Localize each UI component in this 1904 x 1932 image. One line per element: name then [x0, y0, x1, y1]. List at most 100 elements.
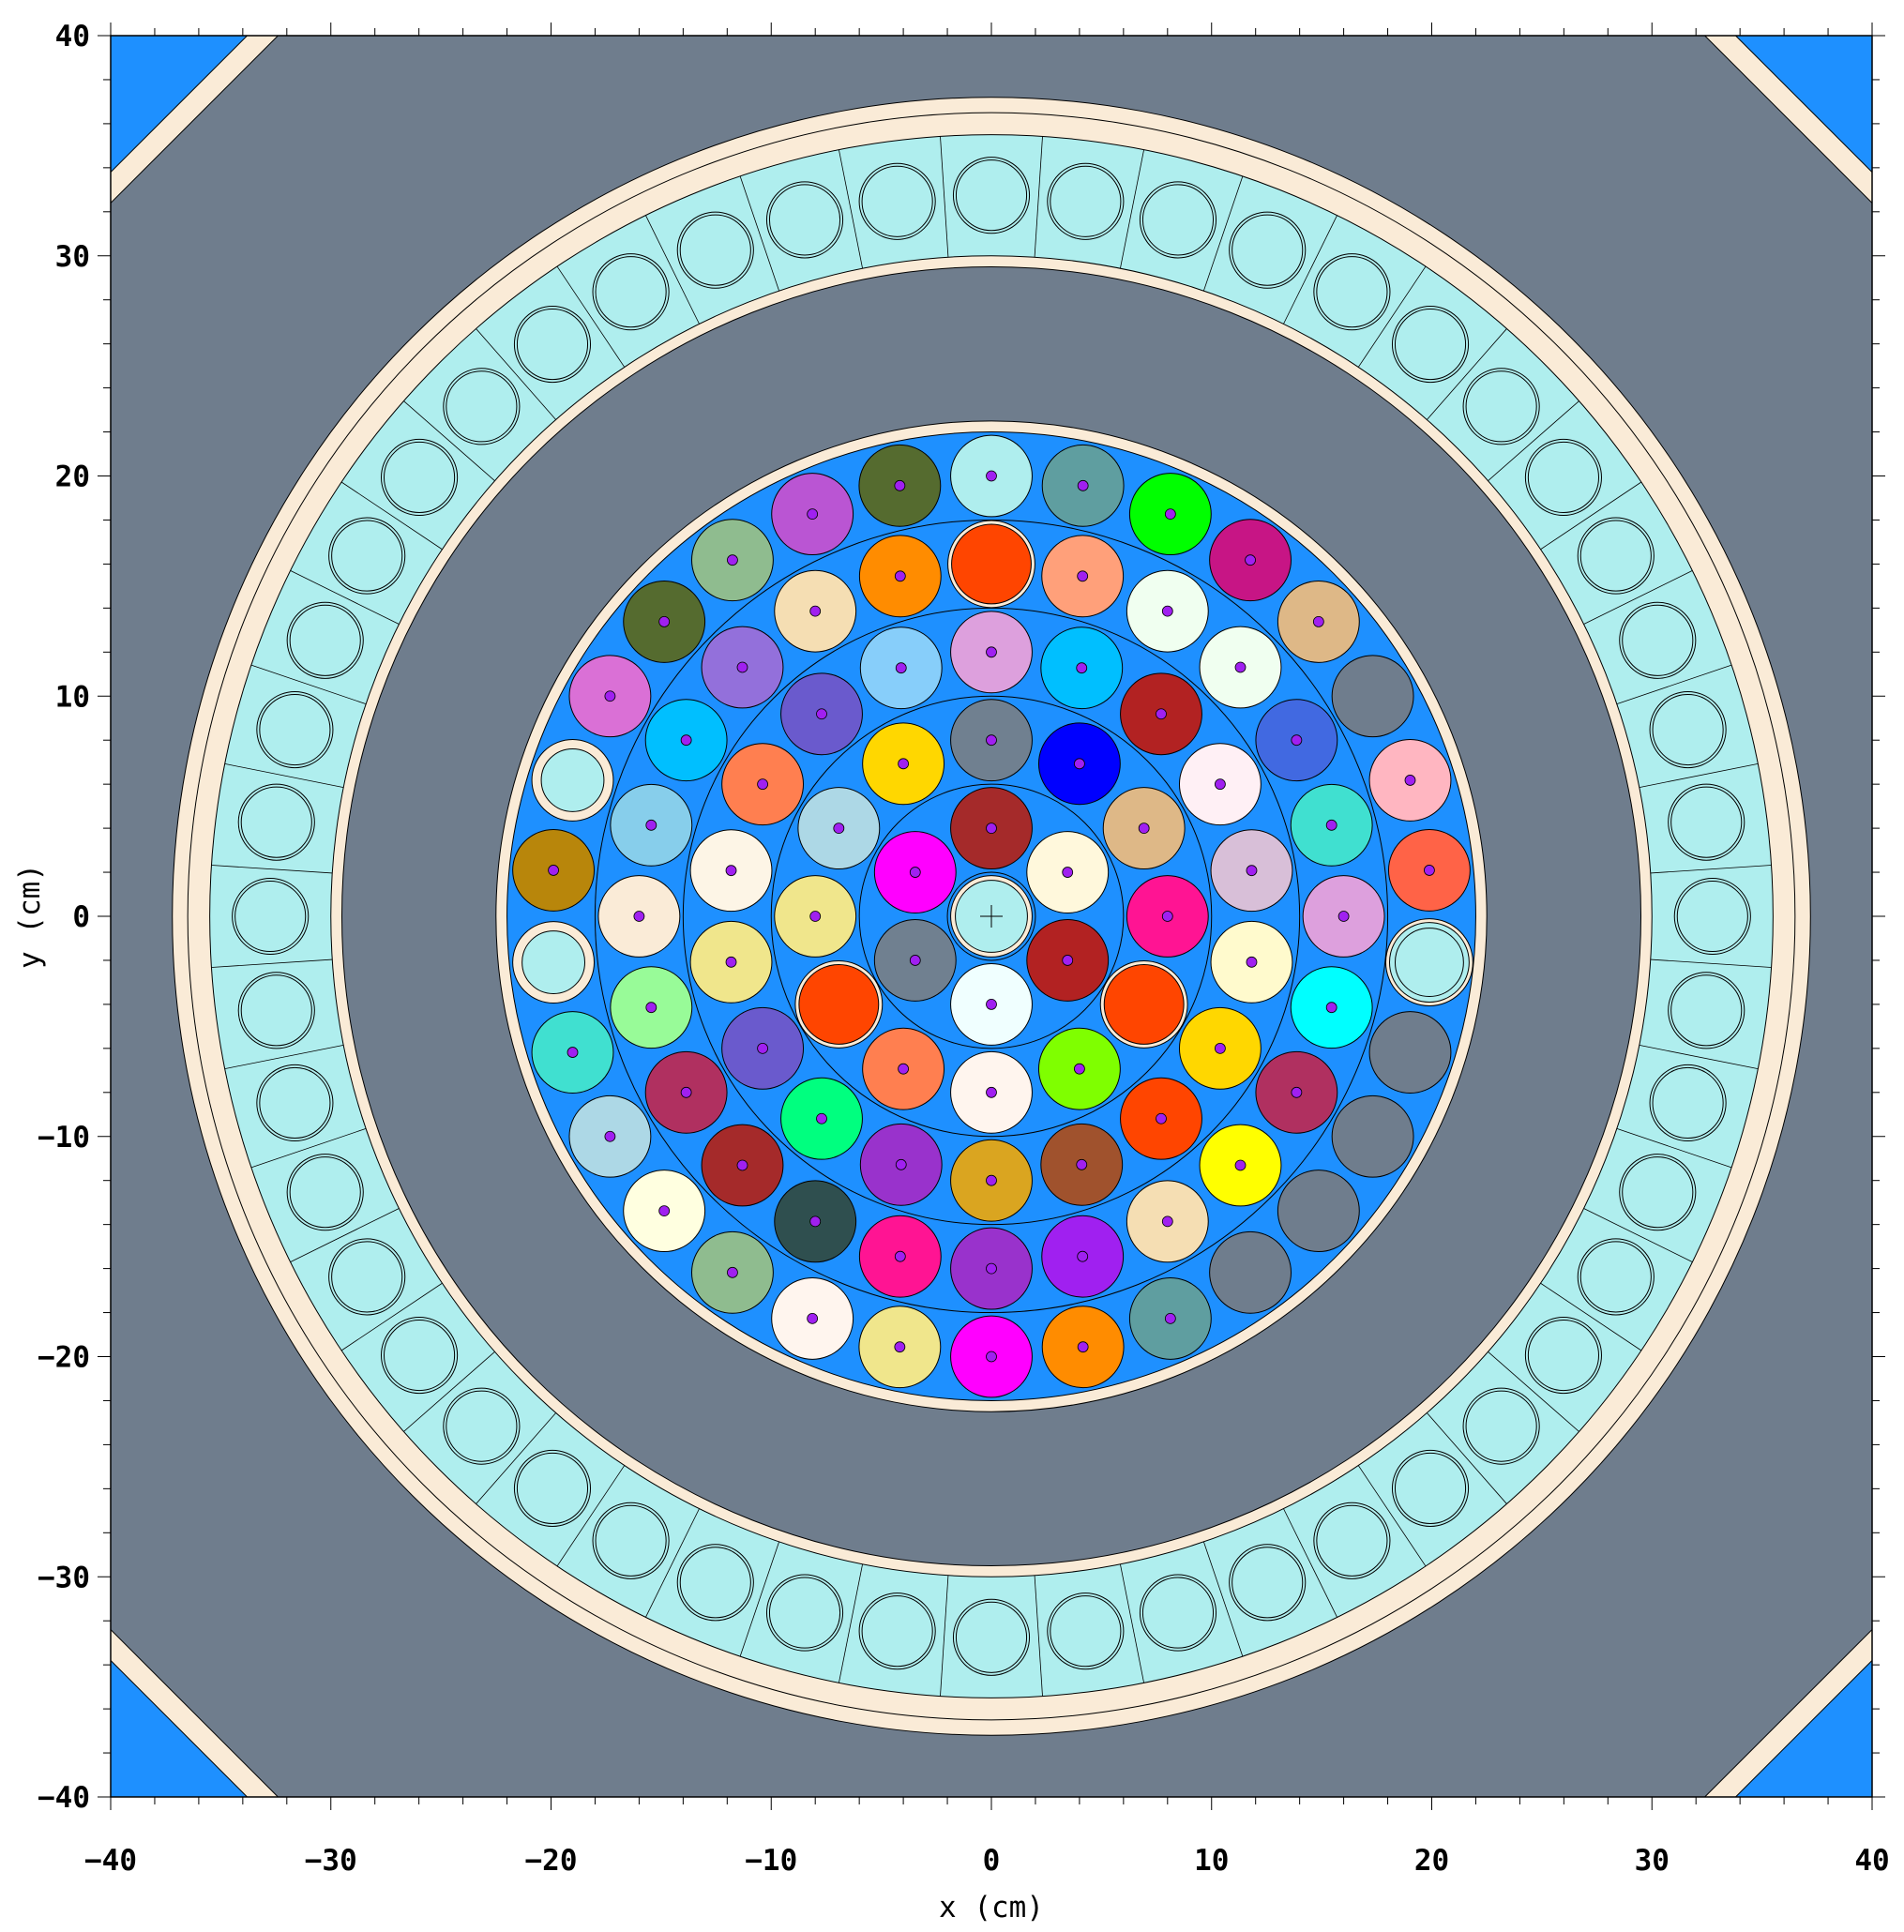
- fuel-pin-marker: [807, 508, 819, 521]
- reflector-block-divider: [1650, 958, 1772, 968]
- reflector-hole: [1141, 184, 1215, 256]
- reflector-block-divider: [1583, 570, 1693, 625]
- empty-channel: [1277, 1170, 1360, 1253]
- fuel-pin-marker: [986, 1262, 997, 1275]
- reflector-hole: [384, 1319, 456, 1392]
- reflector-hole: [1676, 880, 1748, 953]
- reflector-block-divider: [1120, 1563, 1144, 1683]
- reflector-hole: [1316, 1504, 1388, 1577]
- fuel-pin-marker: [1077, 1250, 1089, 1262]
- fuel-pin-marker: [986, 823, 997, 834]
- fuel-pin-marker: [816, 708, 827, 720]
- fuel-pin-marker: [1077, 1341, 1089, 1353]
- fuel-pin-marker: [1062, 867, 1074, 878]
- reflector-block-divider: [1427, 328, 1507, 420]
- fuel-pin-marker: [1337, 911, 1350, 922]
- reflector-hole: [768, 184, 841, 256]
- x-tick-label: 0: [983, 1844, 1001, 1878]
- reflector-hole: [1622, 1156, 1694, 1229]
- reflector-hole: [955, 159, 1028, 232]
- reflector-block-divider: [839, 1563, 863, 1683]
- fuel-pin-marker: [1291, 1086, 1303, 1098]
- reflector-hole: [259, 693, 331, 766]
- x-tick-label: −40: [84, 1844, 137, 1878]
- control-rod-inner: [1394, 928, 1464, 997]
- fuel-pin-marker: [1404, 775, 1416, 786]
- y-tick-label: 0: [72, 900, 90, 934]
- reflector-block-divider: [940, 136, 949, 258]
- fuel-pin-marker: [725, 956, 737, 968]
- y-tick-label: 40: [55, 20, 90, 53]
- tick-labels: −40 −30 −20 −10 0 10 20 30 40 −40 −30 −20 −10 0 10 20 30…: [38, 20, 1890, 1878]
- reflector-block-divider: [211, 958, 333, 968]
- reflector-block-divider: [940, 1575, 949, 1697]
- fuel-pin-marker: [1076, 1158, 1088, 1170]
- fuel-pin-marker: [1062, 955, 1074, 966]
- fuel-pin-marker: [1074, 758, 1085, 770]
- reflector-hole: [955, 1601, 1028, 1673]
- reflector-hole: [1465, 370, 1537, 443]
- reflector-block-divider: [1202, 175, 1244, 292]
- y-tick-label: −20: [38, 1341, 90, 1375]
- reflector-block-divider: [224, 763, 344, 788]
- reflector-block-divider: [224, 1045, 344, 1069]
- reflector-hole: [1670, 974, 1743, 1047]
- reflector-block-divider: [839, 149, 863, 269]
- reflector-block-divider: [645, 215, 700, 325]
- reflector-hole: [1652, 1066, 1724, 1140]
- fuel-pin-marker: [986, 999, 997, 1010]
- reflector-block-divider: [1540, 481, 1642, 551]
- empty-channel: [1368, 1011, 1452, 1094]
- reflector-block-divider: [1283, 1508, 1337, 1618]
- reflector-block-divider: [476, 1412, 556, 1504]
- reflector-block-divider: [290, 570, 400, 625]
- fuel-pin-marker: [894, 1341, 906, 1353]
- fuel-pin-marker: [809, 911, 822, 922]
- reflector-hole: [516, 309, 589, 381]
- core-ring-line: [770, 695, 1213, 1138]
- fuel-pin-marker: [680, 734, 692, 747]
- reflector-block-divider: [340, 1282, 443, 1351]
- x-axis-title: x (cm): [939, 1891, 1044, 1924]
- reflector-block-divider: [403, 1351, 495, 1432]
- fuel-pin-marker: [736, 661, 748, 673]
- fuel-pin-marker: [1215, 1042, 1226, 1054]
- fuel-pin-marker: [567, 1047, 579, 1058]
- reflector-hole: [1232, 1547, 1304, 1619]
- fuel-pin-marker: [757, 1042, 768, 1054]
- fuel-pin-marker: [807, 1312, 819, 1324]
- fuel-pin-marker: [633, 911, 645, 922]
- reflector-hole: [259, 1066, 331, 1140]
- reflector-block-divider: [250, 1127, 367, 1169]
- fuel-pin-marker: [1161, 911, 1173, 922]
- reflector-hole: [1670, 786, 1743, 858]
- core-ring-line: [946, 871, 1036, 961]
- fuel-pin-marker: [894, 1250, 906, 1262]
- reflector-hole: [768, 1577, 841, 1649]
- reflector-hole: [595, 1504, 667, 1577]
- reflector-hole: [861, 165, 933, 237]
- fuel-pin-marker: [909, 867, 921, 878]
- fuel-pin-marker: [604, 1130, 616, 1142]
- fuel-pin-marker: [757, 778, 768, 791]
- reflector-block-divider: [1202, 1541, 1244, 1657]
- fuel-pin-marker: [898, 758, 909, 770]
- reflector-block-divider: [476, 328, 556, 420]
- y-axis-title: y (cm): [13, 864, 47, 969]
- reflector-hole: [1527, 441, 1599, 514]
- reflector-hole: [595, 256, 667, 328]
- reflector-block-divider: [1034, 1575, 1043, 1697]
- reflector-block-divider: [645, 1508, 700, 1618]
- fuel-pin-marker: [1156, 708, 1167, 720]
- fuel-pin-marker: [645, 1002, 657, 1014]
- reflector-hole: [1652, 693, 1724, 766]
- fuel-pin-marker: [645, 819, 657, 831]
- core-ring-line: [594, 519, 1389, 1314]
- fuel-pin-marker: [833, 823, 845, 834]
- fuel-pin-marker: [1245, 554, 1256, 566]
- fuel-pin-marker: [986, 1351, 997, 1363]
- fuel-pin-marker: [1161, 1215, 1173, 1228]
- fuel-pin-marker: [1312, 616, 1324, 627]
- control-rod: [951, 523, 1032, 605]
- fuel-pin-marker: [895, 1158, 907, 1170]
